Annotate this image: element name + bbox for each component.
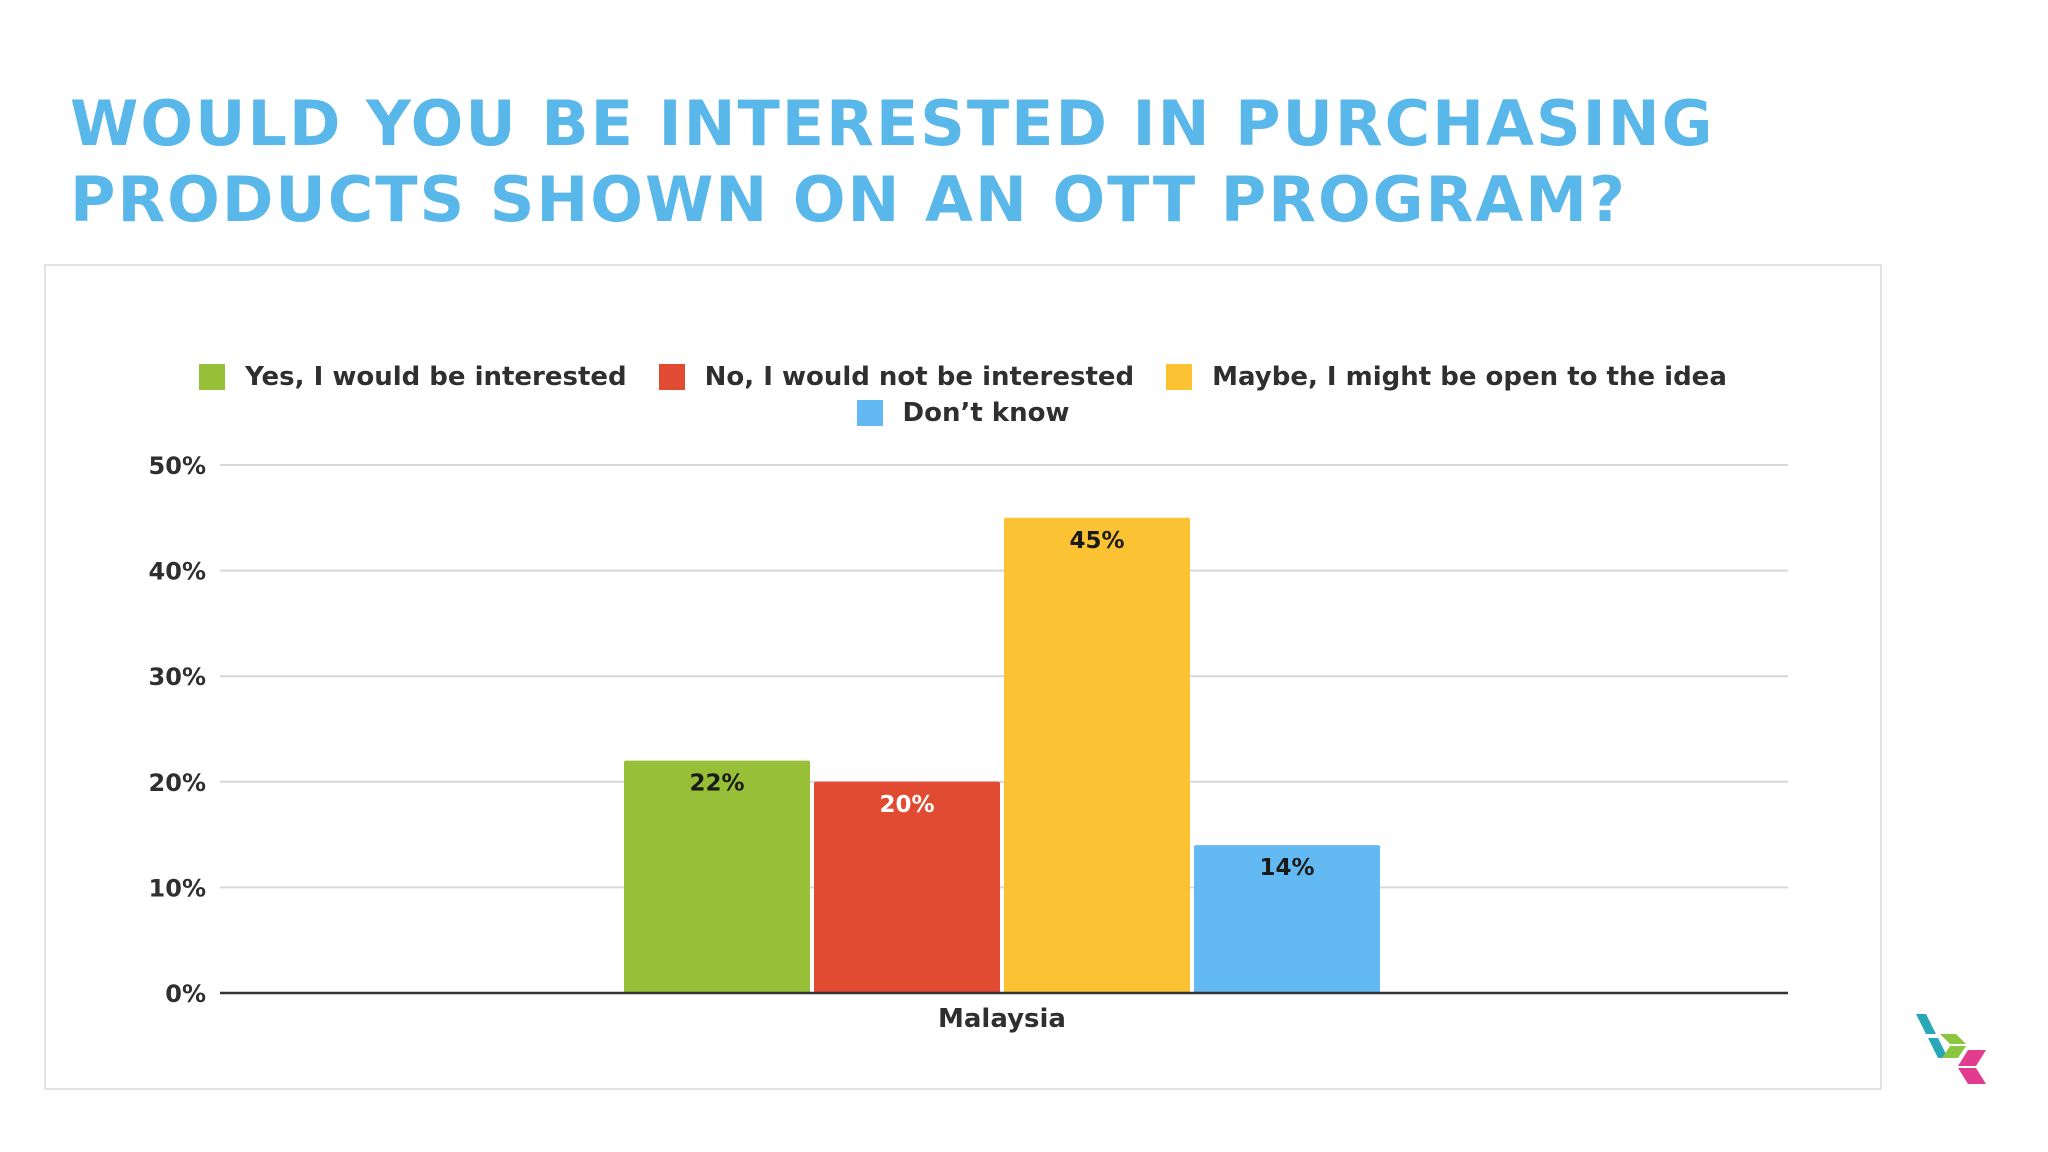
y-tick-label: 0% — [165, 980, 206, 1008]
legend-item-maybe: Maybe, I might be open to the idea — [1166, 362, 1727, 392]
bar-data-label: 20% — [879, 792, 934, 818]
legend-item-no: No, I would not be interested — [658, 362, 1135, 392]
y-tick-label: 40% — [149, 558, 206, 586]
y-tick-label: 10% — [149, 874, 206, 902]
y-tick-label: 50% — [149, 452, 206, 480]
bar-data-label: 22% — [689, 771, 744, 797]
legend-row-1: Yes, I would be interested No, I would n… — [46, 359, 1880, 395]
legend-row-2: Don’t know — [46, 395, 1880, 431]
bar-2 — [814, 781, 1000, 993]
legend-item-dont-know: Don’t know — [856, 398, 1070, 428]
legend-swatch-yes — [199, 364, 226, 390]
chart-legend: Yes, I would be interested No, I would n… — [46, 359, 1880, 431]
x-axis: Malaysia — [220, 991, 1788, 1034]
bar-1 — [624, 760, 810, 993]
legend-label-no: No, I would not be interested — [704, 362, 1135, 392]
y-tick-label: 20% — [149, 769, 206, 797]
bar-3 — [1004, 517, 1190, 993]
bar-data-label: 14% — [1259, 855, 1314, 881]
y-tick-label: 30% — [149, 663, 206, 691]
chart-panel: Yes, I would be interested No, I would n… — [44, 264, 1882, 1090]
legend-item-yes: Yes, I would be interested — [199, 362, 627, 392]
bar-4 — [1194, 845, 1380, 993]
legend-swatch-no — [658, 364, 685, 390]
y-axis-ticks: 0% 10% 20% 30% 40% 50% — [149, 452, 206, 1008]
title-line-1: WOULD YOU BE INTERESTED IN PURCHASING — [70, 87, 1715, 160]
legend-swatch-maybe — [1166, 364, 1193, 390]
legend-label-dont-know: Don’t know — [902, 398, 1070, 428]
legend-label-maybe: Maybe, I might be open to the idea — [1212, 362, 1727, 392]
x-category-label: Malaysia — [938, 1004, 1066, 1034]
legend-label-yes: Yes, I would be interested — [245, 362, 627, 392]
bars — [624, 517, 1380, 993]
bar-data-label: 45% — [1069, 528, 1124, 554]
page-title: WOULD YOU BE INTERESTED IN PURCHASING PR… — [70, 86, 1770, 238]
bar-chart: 0% 10% 20% 30% 40% 50% 22% 20% 45% 14% Malaysia — [149, 452, 1788, 1034]
cube-logo-icon — [1916, 1014, 1986, 1084]
legend-swatch-dont-know — [856, 400, 883, 426]
data-labels: 22% 20% 45% 14% — [689, 528, 1314, 881]
title-line-2: PRODUCTS SHOWN ON AN OTT PROGRAM? — [70, 163, 1627, 236]
